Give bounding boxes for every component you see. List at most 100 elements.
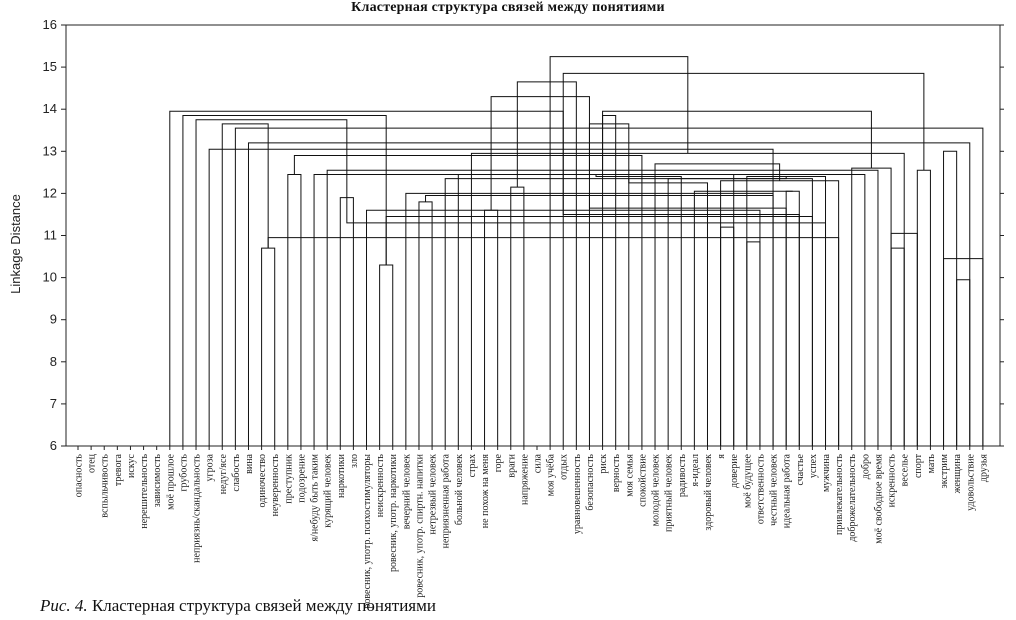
leaf-label: привлекательность: [834, 454, 845, 535]
dendrogram-link: [746, 241, 761, 446]
leaf-label: честный человек: [769, 454, 780, 526]
leaf-label: слабость: [231, 454, 242, 492]
dendrogram-link: [943, 150, 958, 446]
leaf-label: зло: [349, 454, 360, 468]
dendrogram-link: [221, 123, 269, 446]
leaf-label: мать: [926, 454, 937, 474]
y-tick-label: 6: [50, 438, 57, 453]
dendrogram-link: [890, 232, 918, 446]
leaf-label: спокойствие: [637, 453, 648, 506]
leaf-label: здоровый человек: [703, 454, 714, 531]
leaf-label: молодой человек: [651, 454, 662, 526]
dendrogram-link: [457, 173, 735, 446]
leaf-label: ответственность: [755, 454, 766, 525]
leaf-label: ровесник, употр. наркотики: [388, 453, 399, 572]
dendrogram-link: [956, 279, 971, 446]
dendrogram-link: [588, 193, 787, 446]
leaf-label: моё прошлое: [165, 453, 176, 509]
leaf-label: грубость: [178, 454, 189, 492]
leaf-label: моя семья: [624, 454, 635, 497]
leaf-label: удовольствие: [965, 453, 976, 510]
leaf-label: добро: [860, 454, 871, 479]
leaf-label: недуг/ясе: [218, 453, 229, 494]
dendrogram-link: [720, 226, 735, 446]
leaf-label: неуверенность: [270, 454, 281, 517]
dendrogram-link: [425, 195, 774, 446]
leaf-label: сила: [533, 453, 544, 473]
y-tick-label: 13: [43, 143, 57, 158]
y-tick-label: 15: [43, 59, 57, 74]
leaf-label: я: [716, 454, 727, 459]
leaf-label: вечерний человек: [401, 454, 412, 529]
dendrogram-link: [346, 197, 827, 446]
leaf-label: не похож на меня: [480, 454, 491, 529]
dendrogram-link: [851, 167, 892, 446]
leaf-label: успех: [808, 454, 819, 478]
leaf-label: зависимость: [152, 454, 163, 508]
leaf-label: доброжелательность: [847, 454, 858, 542]
y-axis-label: Linkage Distance: [8, 194, 23, 294]
leaf-label: отдых: [559, 454, 570, 480]
leaf-label: моё будущее: [742, 453, 753, 508]
dendrogram-link: [418, 201, 433, 446]
leaf-label: курящий человек: [323, 454, 334, 528]
dendrogram-link: [261, 247, 276, 446]
dendrogram-link: [602, 115, 617, 446]
leaf-label: ровесник, употр. психостимуляторы: [362, 454, 373, 609]
leaf-label: вспыльчивость: [100, 454, 111, 518]
dendrogram-link: [588, 123, 630, 446]
leaf-label: женщина: [952, 453, 963, 494]
leaf-label: моё свободное время: [873, 454, 884, 544]
leaf-label: отец: [87, 453, 98, 473]
leaf-label: безопасность: [585, 454, 596, 511]
chart-title: Кластерная структура связей между поняти…: [351, 0, 665, 15]
dendrogram-link: [785, 190, 800, 446]
y-tick-label: 11: [44, 228, 58, 243]
dendrogram-link: [510, 186, 525, 446]
leaf-label: тревога: [113, 453, 124, 486]
y-tick-label: 7: [50, 396, 57, 411]
leaf-label: наркотики: [336, 453, 347, 498]
dendrogram-link: [562, 72, 925, 446]
leaf-label: риск: [598, 454, 609, 474]
leaf-label: угроза: [205, 453, 216, 481]
y-tick-label: 14: [43, 101, 57, 116]
figure-caption-text: Кластерная структура связей между поняти…: [91, 596, 436, 615]
dendrogram-link: [234, 127, 984, 446]
dendrogram-link: [720, 180, 840, 446]
dendrogram-link: [595, 174, 682, 446]
leaf-label: подозрение: [296, 453, 307, 502]
dendrogram-link: [916, 169, 931, 446]
leaf-label: экстрим: [939, 453, 950, 488]
leaf-label: опасность: [74, 454, 85, 498]
dendrogram-link: [267, 237, 840, 446]
leaf-label: счастье: [795, 453, 806, 485]
leaf-label: больной человек: [454, 454, 465, 525]
leaf-label: искус: [126, 453, 137, 478]
dendrogram-link: [693, 190, 793, 446]
leaf-label: ровесник, употр. спиртн. напитки: [414, 453, 425, 597]
figure-caption: Рис. 4. Кластерная структура связей межд…: [40, 596, 436, 616]
y-tick-label: 8: [50, 354, 57, 369]
leaf-label: искренность: [887, 454, 898, 508]
leaf-label: приятный человек: [664, 454, 675, 532]
dendrogram-link: [182, 115, 387, 446]
dendrogram-link: [470, 152, 905, 446]
dendrogram-link: [890, 247, 905, 446]
y-tick-label: 16: [43, 17, 57, 32]
leaf-label: друзья: [978, 454, 989, 482]
dendrogram-link: [293, 155, 643, 446]
leaf-label: враги: [506, 453, 517, 477]
leaf-label: неискренность: [375, 454, 386, 518]
leaf-label: одиночество: [257, 454, 268, 507]
figure-number: Рис. 4.: [40, 596, 88, 615]
leaf-label: горе: [493, 453, 504, 472]
dendrogram-link: [549, 56, 689, 446]
dendrogram-link: [516, 81, 577, 446]
leaf-label: веселье: [900, 453, 911, 486]
y-tick-label: 10: [43, 270, 57, 285]
leaf-label: верность: [611, 454, 622, 493]
leaf-label: радивость: [677, 454, 688, 498]
leaf-label: мужчина: [821, 453, 832, 492]
